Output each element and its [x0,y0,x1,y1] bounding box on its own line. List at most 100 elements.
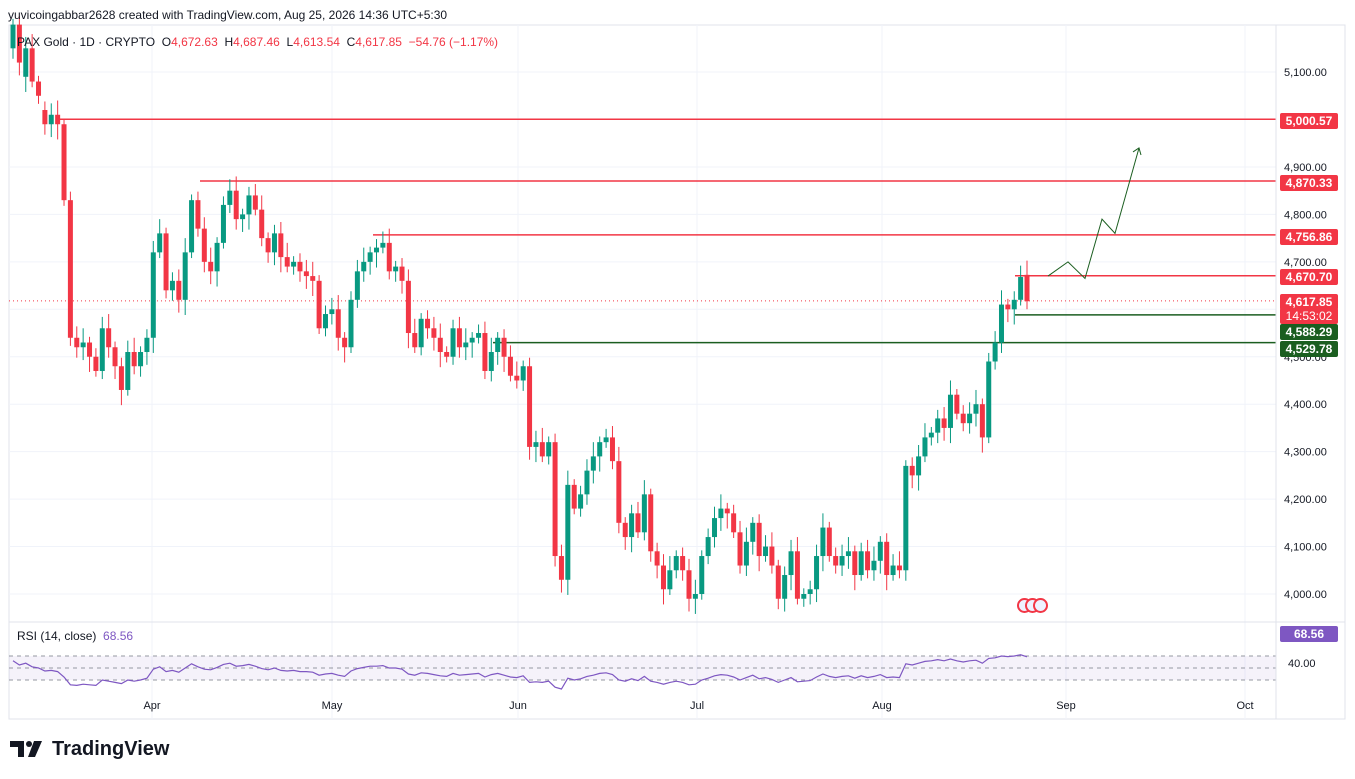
candle-body [335,309,341,338]
candle-body [1005,304,1011,310]
candle-body [743,541,749,566]
time-axis-label: May [322,700,343,712]
candle-body [278,233,284,258]
candle-body [112,347,118,367]
candle-body [29,48,35,82]
countdown-tag: 14:53:02 [1280,308,1338,324]
price-axis-label: 5,100.00 [1284,67,1327,79]
rsi-line [12,654,1028,690]
candle-body [998,304,1004,343]
candle-body [794,551,800,599]
candle-body [852,551,858,576]
candle-body [16,24,22,63]
candle-body [157,233,163,253]
candle-body [374,247,380,253]
candle-body [807,589,813,594]
candle-body [138,352,144,367]
candle-body [182,252,188,300]
candle-body [208,261,214,272]
candle-body [80,342,86,348]
candle-body [361,261,367,272]
candle-body [814,556,820,590]
candle-body [718,508,724,519]
candle-body [635,513,641,533]
candle-body [597,442,603,457]
price-tag-4588: 4,588.29 [1280,324,1338,340]
candle-body [1024,274,1030,302]
candle-body [877,541,883,561]
low-value: 4,613.54 [293,35,340,49]
candle-body [603,437,609,443]
candle-body [699,556,705,594]
candle-body [252,195,258,210]
candle-body [259,209,265,239]
candle-body [845,551,851,557]
candle-body [42,110,48,125]
candle-body [558,556,564,580]
candle-body [284,257,290,267]
candle-body [431,328,437,338]
candle-body [380,242,386,248]
candle-body [405,280,411,334]
candle-body [125,352,131,390]
projection-path [1047,147,1140,280]
candle-body [756,522,762,557]
candle-body [552,442,558,557]
candle-body [833,556,839,566]
candle-body [189,200,195,253]
candle-body [36,81,42,96]
candle-body [176,280,182,300]
candle-body [680,556,686,571]
candle-body [826,527,832,557]
rsi-legend: RSI (14, close) 68.56 [17,629,133,643]
price-axis-label: 4,900.00 [1284,162,1327,174]
candle-body [775,565,781,599]
chart-frame [8,24,1346,720]
candle-body [967,413,973,424]
candle-body [399,266,405,281]
close-label: C [346,35,356,49]
candle-body [705,537,711,557]
candle-body [622,522,628,538]
candle-body [935,418,941,433]
candle-body [903,465,909,571]
candle-body [986,361,992,438]
candle-body [609,437,615,462]
candle-body [271,233,277,253]
candle-body [348,299,354,348]
price-axis-label: 4,800.00 [1284,209,1327,221]
candle-body [520,366,526,381]
candle-body [527,366,533,447]
candle-body [839,556,845,566]
brand-name: TradingView [52,737,170,760]
candle-body [99,328,105,371]
event-flag-icon[interactable] [1033,598,1048,613]
candle-body [329,309,335,315]
price-axis-label: 4,200.00 [1284,494,1327,506]
candle-body [310,276,316,281]
candle-body [87,342,93,357]
candle-body [909,465,915,476]
candle-body [265,238,271,253]
price-tag-5000: 5,000.57 [1280,113,1338,129]
rsi-label: RSI (14, close) [17,629,97,643]
candle-body [712,518,718,538]
candle-body [10,24,16,49]
time-axis-label: Aug [872,700,892,712]
candle-body [890,565,896,576]
price-axis-label: 4,300.00 [1284,447,1327,459]
candle-body [590,456,596,471]
candle-body [858,551,864,576]
candle-body [992,342,998,362]
candle-body [629,513,635,538]
candle-body [291,261,297,267]
candle-body [482,333,488,371]
candle-body [386,242,392,272]
candle-body [782,575,788,599]
candle-body [788,551,794,576]
projection-arrow [1047,147,1142,280]
candle-body [144,337,150,353]
tradingview-logo-icon [10,741,42,757]
rsi-value-tag: 68.56 [1280,626,1338,642]
